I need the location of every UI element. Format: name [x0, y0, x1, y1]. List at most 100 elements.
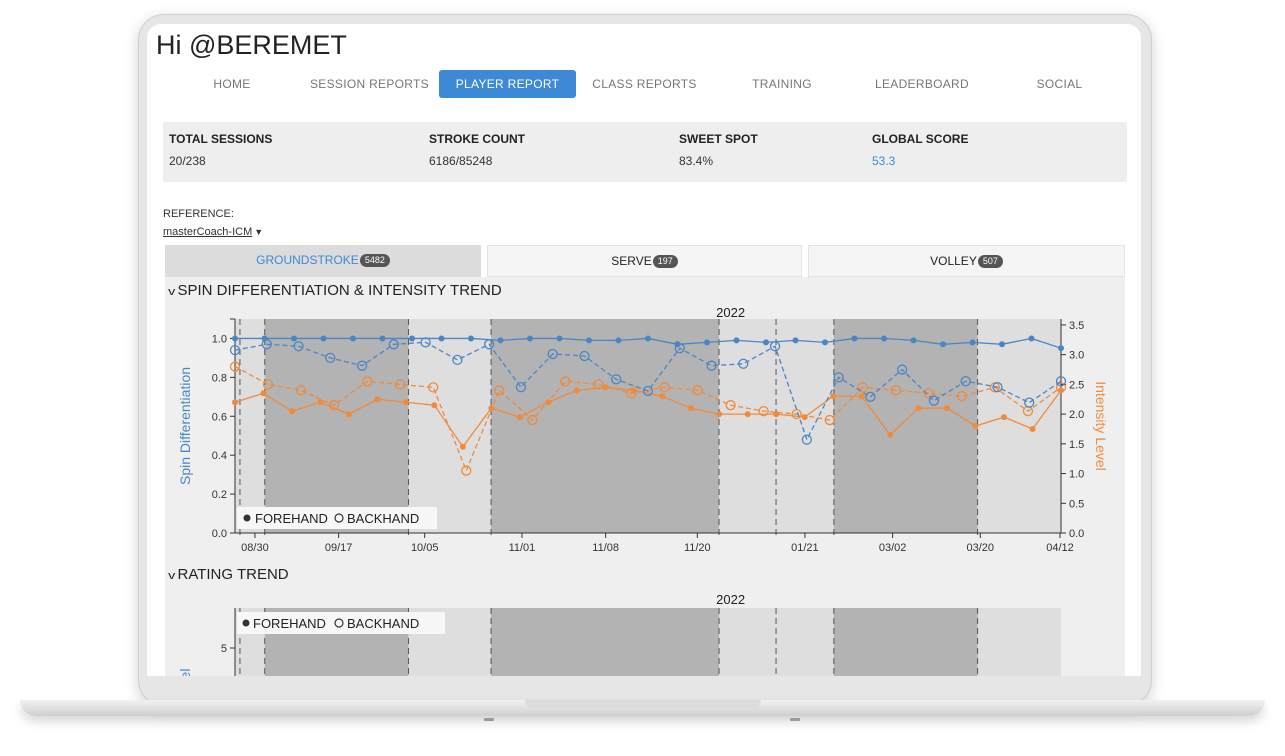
spin-forehand-point	[556, 335, 563, 342]
intensity-forehand-point	[887, 431, 894, 438]
tab-volley-label: VOLLEY	[930, 254, 977, 268]
intensity-forehand-point	[602, 384, 609, 391]
intensity-forehand-line	[234, 386, 1062, 448]
intensity-backhand-point	[725, 400, 736, 411]
nav-social[interactable]: SOCIAL	[1036, 77, 1083, 91]
spin-forehand-point	[645, 335, 651, 342]
tab-serve-label: SERVE	[611, 254, 652, 268]
y-tick-label: 1.0	[212, 333, 227, 345]
spin-backhand-point	[897, 364, 908, 375]
chart-band-3	[491, 319, 720, 533]
y-tick-label: 0.0	[212, 528, 227, 540]
legend-forehand-marker	[243, 514, 251, 522]
spin-backhand-point	[229, 344, 241, 356]
y2-tick-label: 2.5	[1069, 379, 1084, 391]
intensity-backhand-point	[560, 376, 571, 387]
y-axis-label: Spin Differentiation	[177, 367, 193, 485]
spin-forehand-point	[291, 335, 297, 342]
rating-section-title: RATING TREND	[177, 566, 289, 583]
nav-leaderboard[interactable]: LEADERBOARD	[875, 77, 969, 91]
y2-tick-label: 1.0	[1069, 469, 1084, 481]
y2-tick-label: 1.5	[1069, 439, 1084, 451]
tab-volley[interactable]: VOLLEY 507	[808, 245, 1125, 277]
nav-session-reports[interactable]: SESSION REPORTS	[310, 77, 429, 91]
intensity-forehand-point	[773, 411, 780, 418]
rating-y-axis-label: el	[177, 669, 193, 676]
reference-select[interactable]: masterCoach-ICM ▼	[163, 226, 263, 238]
spin-backhand-point	[1024, 397, 1035, 408]
spin-backhand-point	[611, 374, 622, 385]
intensity-backhand-point	[890, 385, 901, 396]
spin-backhand-point	[960, 376, 971, 387]
nav-class-reports[interactable]: CLASS REPORTS	[592, 77, 697, 91]
intensity-forehand-point	[288, 408, 295, 415]
spin-forehand-point	[940, 341, 946, 348]
intensity-backhand-point	[362, 376, 373, 387]
intensity-backhand-point	[428, 382, 439, 393]
spin-forehand-point	[350, 335, 356, 342]
tab-serve[interactable]: SERVE 197	[487, 245, 802, 277]
spin-forehand-point	[969, 339, 976, 346]
intensity-forehand-point	[1001, 414, 1008, 421]
nav-player-report[interactable]: PLAYER REPORT	[439, 70, 576, 98]
spin-forehand-point	[586, 337, 592, 344]
intensity-forehand-point	[402, 399, 409, 406]
intensity-backhand-point	[262, 379, 274, 390]
x-tick-label: 04/12	[1046, 542, 1074, 554]
x-tick-label: 10/05	[411, 542, 439, 554]
y-tick-label: 0.2	[212, 489, 227, 501]
main-nav: HOME SESSION REPORTS PLAYER REPORT CLASS…	[147, 68, 1141, 102]
spin-backhand-point	[865, 391, 876, 402]
intensity-forehand-point	[1029, 425, 1036, 432]
intensity-forehand-point	[345, 411, 352, 418]
intensity-backhand-point	[395, 379, 406, 390]
spin-forehand-point	[232, 335, 238, 342]
chart-band-7	[977, 319, 1061, 533]
rating-band-7	[977, 608, 1061, 676]
nav-training[interactable]: TRAINING	[752, 77, 812, 91]
rating-section-header[interactable]: v RATING TREND	[168, 566, 289, 583]
y-tick-label: 0.6	[212, 411, 227, 423]
spin-backhand-point	[515, 381, 527, 393]
nav-home[interactable]: HOME	[213, 77, 251, 91]
chevron-down-icon: v	[168, 286, 176, 298]
intensity-forehand-point	[915, 405, 922, 412]
reference-label: REFERENCE:	[163, 208, 234, 220]
y-tick-label: 0.4	[212, 450, 227, 462]
chart-legend-box	[237, 507, 437, 529]
spin-intensity-chart: 2022 0.0 0.2 0.4 0.6 0.8 1.0 0.0 0.5 1.0 1.5 2.0 2.5…	[177, 305, 1109, 554]
spin-backhand-point	[579, 350, 590, 362]
x-tick-label: 09/17	[325, 542, 353, 554]
laptop-base	[20, 700, 1265, 716]
chevron-down-icon: v	[168, 570, 176, 582]
intensity-backhand-point	[494, 385, 505, 396]
stroke-tabs: GROUNDSTROKE 5482 SERVE 197 VOLLEY 507	[165, 245, 1125, 277]
spin-backhand-point	[1055, 376, 1067, 387]
rating-chart-title: 2022	[716, 592, 745, 607]
rating-legend-forehand-label: FOREHAND	[253, 616, 326, 631]
stat-sweet-spot-label: SWEET SPOT	[679, 132, 758, 146]
intensity-forehand-point	[944, 405, 951, 412]
spin-forehand-point	[320, 335, 327, 342]
x-tick-label: 11/08	[592, 542, 619, 554]
intensity-forehand-point	[488, 405, 495, 412]
intensity-forehand-point	[630, 387, 637, 394]
intensity-backhand-point	[956, 391, 968, 402]
intensity-backhand-point	[824, 414, 835, 426]
laptop-foot-left	[484, 718, 494, 721]
spin-forehand-point	[497, 337, 504, 344]
tab-groundstroke[interactable]: GROUNDSTROKE 5482	[165, 245, 481, 277]
x-tick-label: 11/01	[509, 542, 536, 554]
tab-groundstroke-label: GROUNDSTROKE	[256, 253, 359, 267]
rating-legend-forehand-marker	[242, 619, 250, 627]
spin-forehand-point	[674, 341, 681, 348]
intensity-backhand-point	[527, 414, 538, 426]
stat-global-score-value[interactable]: 53.3	[872, 154, 896, 168]
spin-forehand-point	[999, 341, 1005, 348]
intensity-forehand-point	[1058, 387, 1064, 394]
spin-section-header[interactable]: v SPIN DIFFERENTIATION & INTENSITY TREND	[168, 282, 502, 299]
spin-section-title: SPIN DIFFERENTIATION & INTENSITY TREND	[177, 282, 502, 299]
intensity-forehand-point	[687, 405, 694, 412]
spin-forehand-point	[527, 335, 533, 342]
spin-backhand-point	[388, 339, 399, 350]
